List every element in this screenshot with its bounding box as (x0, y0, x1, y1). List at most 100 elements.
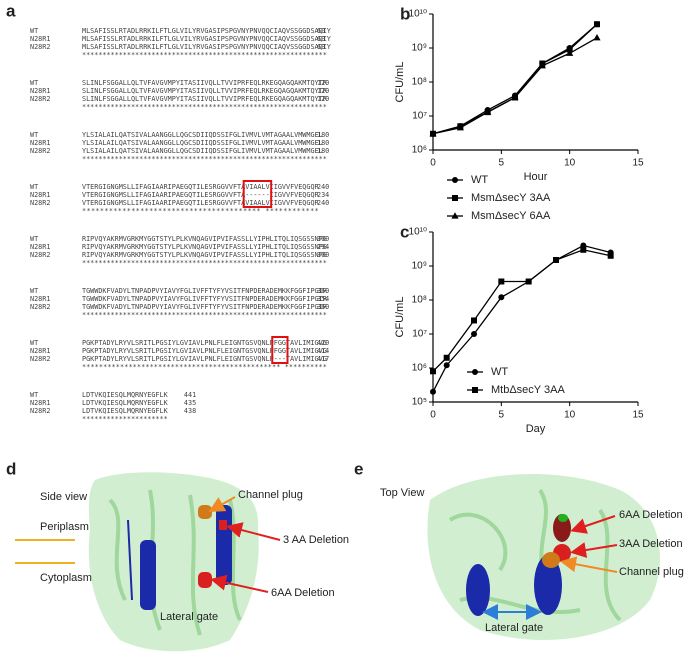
series-line (432, 23, 598, 135)
data-point (443, 354, 450, 361)
seq-name: WT (30, 235, 38, 243)
view-label: Side view (40, 491, 87, 503)
arrow (570, 542, 618, 558)
arrow (226, 522, 281, 541)
conservation: ****************************************… (82, 259, 327, 267)
seq-name: N28R2 (30, 355, 50, 363)
seq-position: 180 (317, 131, 329, 139)
annotation: Channel plug (619, 566, 684, 578)
legend-label: MsmΔsecY 6AA (471, 210, 551, 222)
annotation: Cytoplasm (40, 572, 92, 584)
legend-marker (452, 177, 458, 183)
helix (466, 564, 490, 616)
y-tick-label: 10⁷ (412, 111, 427, 122)
annotation: 3 AA Deletion (283, 534, 349, 546)
seq-position: 120 (317, 95, 329, 103)
seq-position: 435 (184, 399, 196, 407)
x-tick-label: 0 (430, 410, 436, 421)
seq-name: N28R1 (30, 139, 50, 147)
annotation: Lateral gate (485, 622, 543, 634)
data-point (525, 278, 532, 285)
data-point (430, 368, 436, 375)
sequence: VTERGIGNGMSLLIFAGIAARIPAEGQTILESRGGVVFTA… (82, 183, 320, 191)
annotation: Periplasm (40, 521, 89, 533)
channel-plug (198, 505, 212, 519)
sequence: LDTVKQIESQLMQRNYEGFLK (82, 391, 169, 399)
legend-label: MsmΔsecY 3AA (471, 192, 551, 204)
deletion-site (219, 520, 227, 530)
seq-position: 60 (317, 35, 325, 43)
seq-name: N28R1 (30, 347, 50, 355)
seq-position: 414 (317, 347, 329, 355)
data-point (566, 49, 574, 56)
seq-name: N28R1 (30, 191, 50, 199)
sequence: LDTVKQIESQLMQRNYEGFLK (82, 399, 169, 407)
data-point (580, 246, 587, 253)
sequence: PGKPTADYLRYVLSRITLPGSIYLGVIAVLPNLFLEIGNT… (82, 355, 327, 363)
x-axis-label: Hour (524, 171, 548, 183)
legend-label: WT (471, 174, 488, 186)
data-point (593, 33, 601, 41)
sequence: RIPVQYAKRMVGRKMYGGTSTYLPLKVNQAGVIPVIFASS… (82, 251, 327, 259)
seq-name: WT (30, 79, 38, 87)
data-point (456, 123, 464, 131)
helix (216, 505, 232, 585)
y-tick-label: 10⁵ (412, 397, 427, 408)
data-point (553, 257, 559, 264)
data-point (429, 129, 437, 137)
sequence: MLSAFISSLRTADLRRKILFTLGLVILYRVGASIPSPGVN… (82, 43, 331, 51)
conservation: ****************************************… (82, 51, 327, 59)
panel-label: a (6, 1, 16, 20)
series-line (432, 23, 598, 135)
data-point (471, 331, 477, 337)
marker (558, 514, 568, 522)
helix (140, 540, 156, 610)
legend-label: MtbΔsecY 3AA (491, 384, 565, 396)
seq-position: 441 (184, 391, 196, 399)
y-tick-label: 10⁶ (412, 363, 427, 374)
seq-name: N28R2 (30, 303, 50, 311)
seq-position: 60 (317, 27, 325, 35)
arrow (210, 574, 269, 593)
sequence: PGKPTADYLRYVLSRITLPGSIYLGVIAVLPNLFLEIGNT… (82, 347, 327, 355)
sequence: YLSIALAILQATSIVALAANGGLLQGCSDIIQDSSIFGLI… (82, 139, 323, 147)
sequence: VTERGIGNGMSLLIFAGIAARIPAEGQTILESRGGVVFTA… (82, 199, 320, 207)
seq-name: WT (30, 183, 38, 191)
annotation: Channel plug (238, 489, 303, 501)
seq-name: N28R1 (30, 35, 50, 43)
annotation: 6AA Deletion (271, 587, 335, 599)
annotation: Lateral gate (160, 611, 218, 623)
legend-marker (452, 195, 458, 201)
highlight-box (271, 336, 289, 364)
seq-name: N28R1 (30, 399, 50, 407)
conservation: ****************************************… (82, 103, 327, 111)
seq-position: 417 (317, 355, 329, 363)
seq-name: WT (30, 27, 38, 35)
conservation: ****************************************… (82, 311, 327, 319)
sequence: MLSAFISSLRTADLRRKILFTLGLVILYRVGASIPSPGVN… (82, 35, 331, 43)
data-point (594, 21, 600, 28)
seq-position: 360 (317, 287, 329, 295)
seq-name: N28R1 (30, 87, 50, 95)
seq-name: WT (30, 339, 38, 347)
legend-marker (451, 212, 459, 219)
y-tick-label: 10¹⁰ (409, 227, 427, 238)
conservation: ********************* (82, 415, 168, 423)
y-axis-label: CFU/mL (394, 62, 406, 103)
sequence: SLINLFSGGALLQLTVFAVGVMPYITASIIVQLLTVVIPR… (82, 87, 328, 95)
conservation: ****************************************… (82, 363, 327, 371)
data-point (498, 278, 505, 285)
conservation: ****************************************… (82, 207, 319, 215)
seq-position: 180 (317, 147, 329, 155)
deletion-site (198, 572, 212, 588)
sequence: YLSIALAILQATSIVALAANGGLLQGCSDIIQDSSIFGLI… (82, 131, 323, 139)
y-tick-label: 10⁷ (412, 329, 427, 340)
data-point (443, 362, 450, 369)
seq-name: N28R2 (30, 147, 50, 155)
seq-position: 300 (317, 251, 329, 259)
data-point (498, 294, 505, 301)
panel-label: e (354, 459, 363, 478)
seq-name: N28R2 (30, 407, 50, 415)
y-tick-label: 10⁸ (412, 295, 427, 306)
seq-position: 120 (317, 87, 329, 95)
